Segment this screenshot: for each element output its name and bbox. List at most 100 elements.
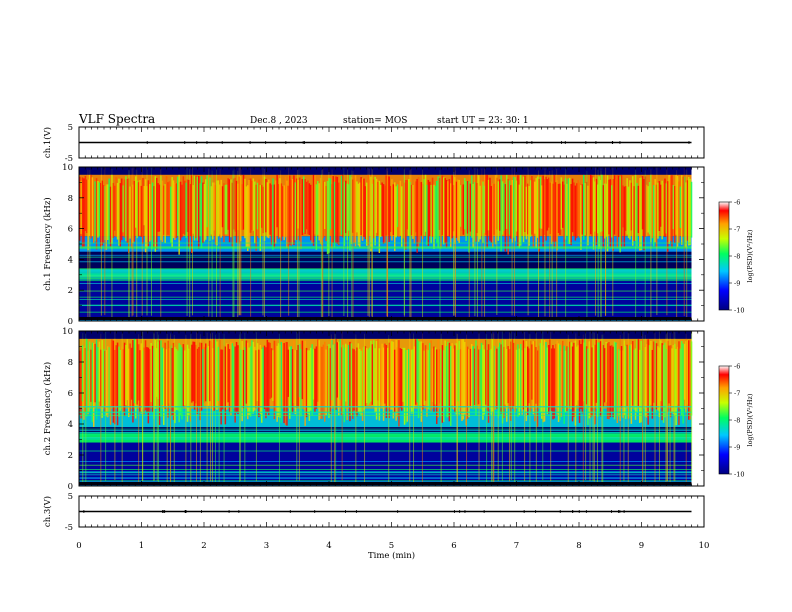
spectrogram-column	[305, 181, 308, 230]
spectrogram-column	[571, 178, 574, 233]
spectrogram-column	[143, 347, 145, 415]
spectrogram-column	[574, 185, 577, 241]
spectrogram-column	[569, 341, 571, 408]
spectrogram-column	[431, 177, 434, 237]
spectrogram-column	[679, 348, 682, 410]
sferic-spike	[476, 168, 478, 317]
spectrogram-column	[560, 350, 563, 417]
spectrogram-column	[107, 184, 109, 240]
sferic-spike	[409, 170, 411, 319]
spectrogram-column	[578, 340, 581, 423]
y-tick-label: 5	[68, 123, 73, 133]
spectrogram-column	[353, 177, 355, 244]
spectrogram-column	[671, 175, 673, 249]
spectrogram-column	[251, 340, 253, 414]
spectrogram-column	[286, 180, 288, 249]
sferic-spike	[298, 169, 300, 318]
spectrogram-column	[639, 349, 641, 423]
spectrogram-column	[367, 349, 369, 406]
sferic-spike	[650, 169, 652, 318]
spectrogram-column	[578, 182, 581, 238]
spectrogram-column	[101, 180, 103, 246]
spectrogram-column	[563, 184, 565, 250]
spectrogram-column	[611, 185, 613, 238]
spectrogram-column	[382, 184, 385, 244]
sferic-spike	[371, 168, 373, 317]
spectrogram-column	[576, 183, 578, 239]
sferic-spike	[244, 332, 246, 482]
spectrogram-column	[332, 344, 334, 407]
spectrogram-column	[370, 176, 372, 252]
spectrogram-column	[577, 180, 579, 235]
spectrogram-column	[227, 344, 229, 403]
spectrogram-column	[389, 338, 392, 410]
spectrogram-column	[317, 339, 319, 402]
spectrogram-column	[660, 184, 662, 227]
spectrogram-column	[228, 349, 231, 414]
sferic-spike	[189, 169, 191, 318]
sferic-spike	[239, 334, 241, 484]
spectrogram-column	[340, 175, 343, 235]
spectrogram-column	[291, 349, 294, 414]
sferic-spike	[240, 167, 242, 316]
spectrogram-column	[161, 180, 164, 243]
spectrogram-column	[396, 184, 399, 227]
spectrogram-column	[522, 176, 525, 243]
spectrogram-column	[342, 174, 344, 238]
spectrogram-column	[378, 180, 381, 254]
sferic-spike	[89, 169, 91, 318]
spectrogram-column	[674, 185, 676, 243]
spectrogram-column	[86, 179, 88, 233]
spectrogram-column	[324, 181, 326, 230]
spectrogram-column	[405, 180, 407, 250]
spectrogram-column	[667, 181, 669, 252]
spectrogram-column	[630, 344, 633, 424]
spectrogram-column	[639, 178, 641, 251]
spectrogram-line	[79, 406, 692, 407]
spectrogram-column	[434, 185, 437, 240]
spectrogram-column	[158, 184, 161, 232]
spectrogram-column	[632, 341, 634, 406]
sferic-spike	[238, 167, 240, 316]
spectrogram-column	[482, 344, 484, 420]
spectrogram-column	[213, 182, 215, 231]
spectrogram-column	[590, 174, 592, 235]
spectrogram-column	[321, 176, 323, 246]
spectrogram-column	[455, 181, 458, 238]
spectrogram-column	[433, 184, 435, 249]
spectrogram-column	[216, 341, 218, 410]
x-tick-label: 8	[576, 541, 581, 551]
spectrogram-column	[590, 339, 592, 418]
spectrogram-column	[360, 177, 362, 236]
spectrogram-band	[79, 433, 692, 443]
spectrogram-column	[284, 176, 287, 238]
spectrogram-column	[417, 340, 420, 419]
spectrogram-column	[570, 184, 572, 246]
sferic-spike	[208, 168, 210, 317]
sferic-spike	[239, 332, 241, 482]
spectrogram-column	[643, 346, 645, 406]
y-tick-label: 5	[68, 492, 73, 502]
sferic-spike	[454, 167, 456, 316]
spectrogram-column	[387, 347, 389, 407]
spectrogram-column	[430, 340, 432, 412]
spectrogram-column	[661, 180, 663, 240]
spectrogram-column	[275, 340, 277, 411]
spectrogram-column	[294, 182, 297, 241]
sferic-spike	[683, 168, 685, 317]
spectrogram-column	[108, 347, 110, 414]
spectrogram-column	[290, 346, 292, 414]
sferic-spike	[237, 170, 239, 319]
spectrogram-column	[107, 346, 109, 418]
spectrogram-column	[210, 186, 213, 235]
spectrogram-column	[112, 340, 115, 423]
sferic-spike	[111, 169, 113, 318]
spectrogram-column	[300, 349, 302, 417]
spectrogram-column	[450, 183, 452, 248]
spectrogram-column	[315, 184, 318, 250]
sferic-spike	[141, 167, 143, 316]
spectrogram-column	[420, 182, 423, 236]
spectrogram-column	[304, 179, 306, 234]
spectrogram-column	[252, 178, 255, 231]
sferic-spike	[527, 167, 529, 316]
